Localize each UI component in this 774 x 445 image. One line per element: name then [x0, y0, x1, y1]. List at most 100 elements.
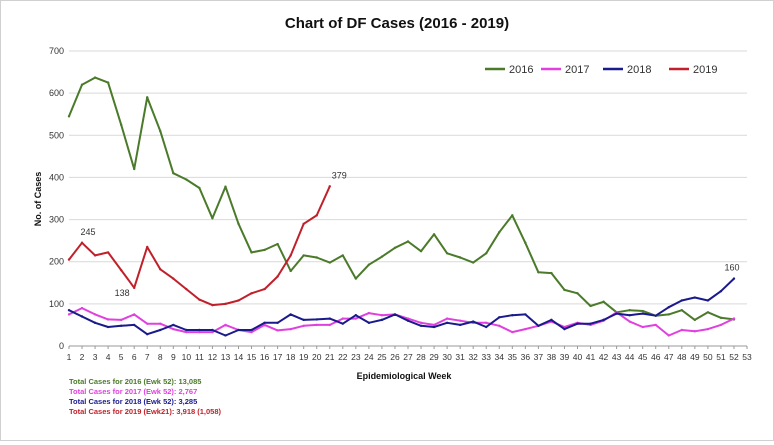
x-tick-label-44: 44: [625, 352, 635, 362]
point-2016-w31: [458, 256, 462, 259]
point-2018-w51: [719, 290, 723, 293]
data-label-245: 245: [81, 227, 96, 237]
footnote-2016: Total Cases for 2016 (Ewk 52): 13,085: [69, 377, 202, 386]
point-2018-w8: [159, 328, 162, 332]
point-2019-w7: [146, 245, 149, 249]
point-2018-w40: [576, 322, 579, 325]
point-2018-w42: [602, 318, 605, 322]
x-tick-label-22: 22: [338, 352, 348, 362]
x-tick-label-43: 43: [612, 352, 622, 362]
point-2016-w26: [393, 246, 397, 250]
point-2016-w1: [67, 115, 71, 118]
x-tick-label-45: 45: [638, 352, 648, 362]
point-2017-w48: [680, 328, 684, 332]
point-2018-w34: [498, 316, 501, 319]
data-label-379: 379: [332, 170, 347, 180]
point-2016-w29: [432, 233, 436, 236]
point-2019-w6: [132, 286, 136, 290]
point-2017-w52: [732, 317, 736, 320]
footnote-2017: Total Cases for 2017 (Ewk 52): 2,767: [69, 387, 198, 396]
point-2018-w39: [563, 327, 566, 331]
point-2017-w11: [198, 330, 201, 334]
point-2017-w25: [380, 314, 384, 317]
point-2018-w27: [406, 319, 410, 322]
point-2017-w23: [354, 317, 358, 320]
point-2018-w49: [693, 296, 697, 299]
point-2016-w27: [406, 240, 410, 243]
annotation-layer: 245 138 379 160: [81, 170, 740, 298]
point-2019-w20: [315, 214, 318, 217]
point-2016-w51: [719, 316, 723, 319]
point-2016-w44: [628, 308, 631, 312]
data-label-160: 160: [724, 263, 739, 273]
point-2018-w45: [641, 312, 644, 315]
point-2017-w17: [276, 329, 279, 332]
point-2017-w30: [445, 317, 449, 320]
y-tick-label-200: 200: [49, 257, 64, 267]
point-2018-w9: [172, 323, 175, 327]
point-2017-w6: [132, 313, 136, 316]
point-2019-w21: [328, 185, 331, 188]
series-points-2018: [67, 277, 736, 337]
point-2016-w6: [132, 167, 136, 171]
point-2018-w12: [211, 328, 214, 332]
x-tick-label-41: 41: [586, 352, 596, 362]
x-tick-label-25: 25: [377, 352, 387, 362]
y-tick-label-700: 700: [49, 46, 64, 56]
point-2016-w14: [237, 222, 240, 225]
point-2016-w13: [224, 185, 227, 188]
point-2017-w15: [250, 330, 253, 334]
x-tick-label-36: 36: [521, 352, 531, 362]
point-2017-w13: [224, 323, 227, 327]
point-2017-w9: [172, 327, 175, 331]
point-2017-w33: [485, 321, 488, 325]
x-tick-label-13: 13: [221, 352, 231, 362]
point-2018-w18: [289, 313, 292, 316]
point-2017-w20: [315, 323, 318, 327]
legend: 2016 2017 2018 2019: [485, 64, 717, 76]
point-2018-w1: [67, 308, 71, 312]
x-tick-label-11: 11: [195, 352, 204, 362]
x-tick-label-40: 40: [573, 352, 583, 362]
point-2016-w16: [263, 248, 266, 252]
point-2017-w50: [706, 327, 710, 331]
x-tick-label-8: 8: [158, 352, 163, 362]
point-2016-w9: [172, 172, 175, 175]
point-2019-w5: [119, 268, 123, 272]
point-2018-w7: [146, 333, 149, 336]
point-2019-w16: [263, 287, 266, 291]
point-2017-w44: [628, 320, 631, 323]
point-2017-w31: [458, 319, 462, 322]
y-tick-label-0: 0: [59, 341, 64, 351]
point-2017-w4: [106, 318, 110, 321]
point-2016-w38: [550, 271, 553, 275]
y-tick-label-600: 600: [49, 88, 64, 98]
point-2018-w48: [680, 299, 684, 302]
point-2017-w12: [211, 330, 214, 334]
point-2019-w13: [224, 302, 227, 306]
legend-label-2019: 2019: [693, 64, 717, 76]
data-label-138: 138: [115, 288, 130, 298]
x-tick-label-20: 20: [312, 352, 322, 362]
point-2019-w18: [289, 254, 292, 257]
y-tick-label-500: 500: [49, 130, 64, 140]
x-tick-label-30: 30: [442, 352, 452, 362]
x-tick-label-35: 35: [508, 352, 518, 362]
point-2016-w48: [680, 308, 684, 312]
x-tick-label-46: 46: [651, 352, 661, 362]
point-2018-w11: [198, 328, 201, 332]
point-2018-w46: [654, 314, 657, 317]
x-tick-label-9: 9: [171, 352, 176, 362]
point-2018-w37: [537, 324, 540, 327]
point-2016-w3: [93, 76, 97, 79]
chart-title: Chart of DF Cases (2016 - 2019): [285, 15, 509, 32]
x-tick-label-51: 51: [716, 352, 726, 362]
point-2018-w15: [250, 328, 253, 332]
point-2016-w24: [367, 263, 371, 266]
point-2018-w10: [185, 328, 188, 332]
point-2017-w24: [367, 311, 371, 315]
x-tick-label-32: 32: [468, 352, 478, 362]
point-2017-w22: [341, 317, 345, 320]
point-2017-w49: [693, 330, 697, 333]
point-2018-w36: [524, 313, 527, 316]
